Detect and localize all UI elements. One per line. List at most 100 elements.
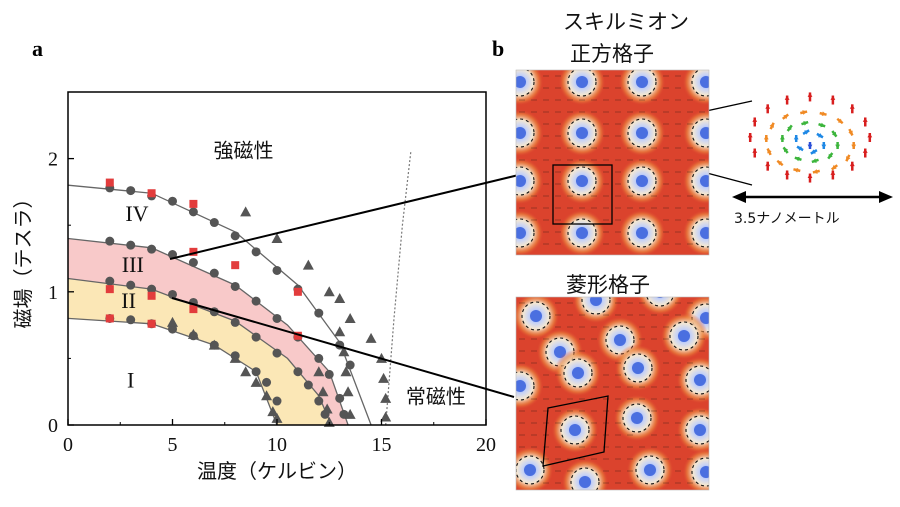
skyrmion-center-5	[614, 334, 626, 346]
triangle-point-5-5	[365, 332, 377, 343]
skyrmion-core-11	[682, 157, 709, 205]
skyrmion-ring-17	[691, 457, 709, 487]
triangle-point-5-21	[250, 376, 262, 387]
skyrmion-ring-10	[685, 365, 709, 395]
circle-point-2-8	[272, 348, 282, 358]
spin-arrowhead-3-6	[767, 148, 772, 154]
skyrmion-center-12	[516, 227, 526, 239]
skyrmion-ring-8	[516, 166, 535, 196]
spin-arrowhead-4-8	[747, 133, 753, 138]
spin-arrowhead-3-10	[802, 110, 808, 115]
region-label-II: II	[121, 288, 136, 313]
circle-point-1-8	[272, 313, 282, 323]
triangle-point-5-17	[187, 328, 199, 339]
skyrmion-center-7	[516, 380, 526, 392]
skyrmion-center-14	[636, 227, 648, 239]
circle-point-3-1	[126, 315, 136, 325]
spin-arrowhead-4-12	[807, 92, 813, 97]
scale-bar	[732, 191, 893, 203]
circle-point-2-3	[168, 289, 177, 299]
x-tick-label-20: 20	[476, 434, 496, 456]
square-point-4-8	[189, 305, 198, 314]
spin-arrowhead-2-8	[820, 122, 826, 128]
skyrmion-ring-11	[691, 166, 709, 196]
skyrmion-ring-12	[516, 218, 535, 248]
skyrmion-core-2	[636, 297, 684, 316]
phase-regions	[68, 238, 349, 425]
square-unit-cell	[552, 164, 613, 225]
circle-point-3-8	[262, 377, 272, 387]
skyrmion-ring-6	[627, 118, 657, 148]
skyrmion-ring-8	[563, 358, 593, 388]
panel-a-letter: a	[32, 36, 43, 61]
skyrmion-center-14	[524, 464, 536, 476]
region-label-paramagnetic: 常磁性	[406, 385, 466, 409]
square-point-4-2	[189, 199, 198, 208]
triangle-point-5-15	[344, 408, 356, 419]
skyrmion-core-12	[516, 209, 544, 255]
skyrmion-core-4	[516, 109, 544, 157]
skyrmion-ring-7	[516, 371, 535, 401]
spin-arrowhead-2-0	[835, 144, 840, 149]
spin-arrowhead-1-4	[804, 130, 810, 135]
triangle-point-5-8	[380, 392, 392, 403]
rhombic-lattice-border	[515, 296, 710, 491]
spin-arrowhead-2-1	[828, 153, 833, 159]
square-point-4-10	[147, 319, 156, 328]
spin-arrowhead-2-2	[811, 158, 817, 163]
triangle-point-5-19	[229, 352, 241, 363]
skyrmion-core-15	[561, 458, 609, 490]
skyrmion-center-3	[700, 76, 709, 88]
skyrmion-ring-16	[635, 455, 665, 485]
spin-arrowhead-2-6	[787, 125, 792, 131]
spin-arrowhead-4-6	[765, 161, 771, 167]
skyrmion-center-9	[576, 175, 588, 187]
triangle-point-5-14	[342, 386, 354, 397]
skyrmion-ring-12	[622, 403, 652, 433]
region-label-ferromagnetic: 強磁性	[214, 138, 274, 162]
skyrmion-ring-1	[581, 297, 611, 315]
spin-arrowhead-4-14	[849, 104, 855, 109]
skyrmion-center-5	[576, 127, 588, 139]
triangle-point-5-23	[267, 406, 279, 417]
skyrmion-title: スキルミオン	[563, 10, 689, 34]
skyrmion-center-11	[700, 175, 709, 187]
lattice-tint	[516, 70, 709, 255]
triangle-point-5-1	[271, 233, 283, 244]
spin-arrowhead-4-9	[752, 117, 758, 122]
x-tick-label-15: 15	[372, 434, 392, 456]
spin-arrowhead-3-9	[783, 114, 789, 120]
circle-point-0-8	[272, 265, 282, 275]
circle-point-2-2	[147, 284, 157, 294]
skyrmion-ring-3	[691, 70, 709, 97]
triangle-point-5-9	[380, 411, 392, 422]
skyrmion-center-12	[631, 412, 643, 424]
circle-point-0-10	[314, 308, 324, 318]
triangle-point-5-24	[271, 412, 283, 423]
circle-point-1-6	[230, 281, 240, 291]
spin-arrowhead-2-5	[780, 135, 785, 140]
spin-arrowhead-1-5	[817, 133, 823, 138]
triangle-point-5-10	[334, 292, 346, 303]
spin-arrowhead-4-7	[752, 148, 758, 153]
x-axis-label: 温度（ケルビン）	[197, 459, 357, 483]
spin-arrowhead-4-15	[862, 117, 868, 122]
region-III-fill	[68, 238, 349, 425]
spin-arrowhead-4-0	[867, 133, 873, 138]
rhombic-lattice-image	[516, 297, 709, 490]
skyrmion-center-1	[576, 76, 588, 88]
circle-point-1-2	[147, 244, 157, 254]
spin-arrowhead-3-2	[831, 164, 837, 170]
skyrmion-ring-1	[567, 70, 597, 97]
skyrmion-core-10	[676, 356, 709, 404]
circle-point-3-9	[272, 396, 282, 406]
spin-arrowhead-2-4	[783, 147, 789, 153]
circle-point-0-12	[345, 360, 355, 370]
skyrmion-ring-10	[627, 166, 657, 196]
rhombic-unit-cell	[542, 395, 609, 467]
spin-arrowhead-4-2	[849, 161, 855, 167]
skyrmion-core-7	[516, 362, 544, 410]
circle-point-1-10	[314, 353, 324, 363]
circle-point-0-5	[209, 218, 219, 228]
